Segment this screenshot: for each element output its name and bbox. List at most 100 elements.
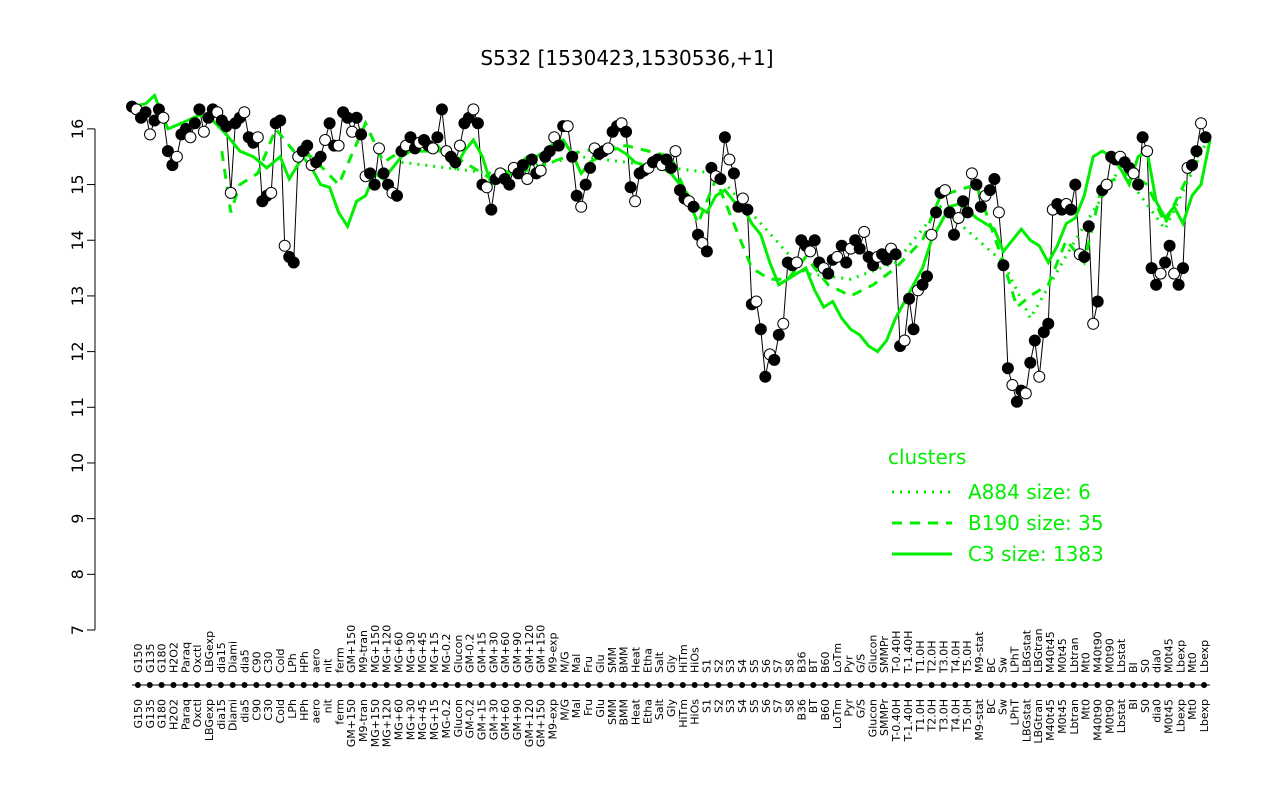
x-tick-label: C30 — [262, 699, 275, 721]
x-tick-label-upper: HiOs — [689, 647, 702, 673]
x-tick-dot — [525, 682, 532, 688]
data-point — [391, 189, 403, 202]
x-tick-label-upper: H2O2 — [167, 642, 180, 673]
data-point — [355, 128, 368, 141]
data-point — [768, 353, 781, 366]
x-tick-dot — [561, 682, 568, 688]
x-tick-label: LoTm — [831, 699, 844, 729]
x-tick-label: HPh — [298, 699, 311, 721]
x-tick-label: Lbstat — [1115, 698, 1128, 733]
x-tick-dot — [857, 682, 864, 688]
x-tick-label: Lbtran — [1068, 699, 1081, 735]
x-tick-label: MG+60 — [393, 699, 406, 740]
x-tick-label: LBGexp — [203, 699, 216, 741]
x-tick-dot — [1177, 682, 1184, 688]
x-tick-label-upper: Salt — [653, 651, 666, 673]
x-tick-dot — [241, 682, 248, 688]
x-tick-label-upper: G135 — [144, 643, 157, 673]
x-tick-label-upper: LBGtran — [1032, 628, 1045, 673]
data-point — [480, 181, 493, 194]
data-point — [1069, 178, 1082, 191]
x-tick-dot — [940, 682, 947, 688]
data-point — [907, 323, 920, 336]
x-tick-label: Etha — [641, 699, 654, 724]
x-tick-dot — [750, 682, 757, 688]
x-tick-label-upper: T3.0H — [937, 641, 950, 674]
x-tick-label-upper: Sw — [997, 657, 1010, 673]
data-point — [736, 192, 749, 205]
data-point — [629, 195, 642, 208]
x-tick-dot — [987, 682, 994, 688]
x-tick-dot — [869, 682, 876, 688]
x-tick-label-upper: MG-0.2 — [440, 634, 453, 673]
x-tick-label-upper: HiTm — [677, 644, 690, 673]
x-tick-label-upper: G/S — [855, 654, 868, 673]
data-point — [1177, 262, 1189, 275]
data-point — [431, 131, 444, 144]
x-tick-label-upper: M0t45 — [1056, 638, 1069, 673]
x-tick-label: GM+60 — [499, 699, 512, 740]
x-tick-label: T5.0H — [961, 699, 974, 732]
data-point — [665, 161, 677, 174]
data-point — [840, 256, 853, 269]
x-tick-dot — [383, 682, 390, 688]
x-tick-label: S4 — [736, 699, 749, 713]
x-tick-label: M9-exp — [547, 699, 560, 740]
x-tick-dot — [786, 682, 793, 688]
data-point — [251, 131, 264, 144]
y-tick-label: 11 — [68, 397, 87, 417]
legend-title: clusters — [888, 445, 966, 469]
x-tick-label-upper: S5 — [748, 659, 761, 673]
x-tick-label-upper: M9-exp — [547, 632, 560, 673]
x-tick-label: MG-0.2 — [440, 699, 453, 738]
x-tick-dot — [407, 682, 414, 688]
x-tick-label: T2.0H — [926, 699, 939, 732]
legend-label: B190 size: 35 — [968, 511, 1104, 535]
x-tick-dot — [336, 682, 343, 688]
x-tick-label-upper: M/G — [558, 651, 571, 673]
data-point — [265, 186, 278, 199]
x-tick-dot — [810, 682, 817, 688]
x-tick-dot — [632, 682, 639, 688]
x-tick-dot — [608, 682, 615, 688]
data-point — [471, 117, 484, 130]
x-tick-label: Mt0 — [1080, 699, 1093, 720]
x-tick-label: C90 — [250, 699, 263, 721]
legend: clusters A884 size: 6 B190 size: 35 C3 siz… — [888, 445, 1104, 566]
y-tick-label: 8 — [68, 569, 87, 579]
data-point — [144, 128, 156, 141]
y-tick-label: 7 — [68, 625, 87, 635]
data-point — [197, 125, 210, 138]
x-tick-label-upper: LPh — [286, 653, 299, 673]
x-tick-label-upper: Mal — [570, 654, 583, 673]
data-point — [1199, 131, 1212, 144]
points-layer — [126, 100, 1212, 408]
data-point — [170, 150, 183, 163]
x-tick-label: dia15 — [215, 699, 228, 730]
data-point — [750, 295, 763, 308]
data-point — [449, 156, 462, 169]
x-tick-dot — [360, 682, 366, 688]
x-tick-dot — [1201, 682, 1208, 688]
x-tick-label-upper: S6 — [760, 659, 773, 673]
x-tick-label-upper: Lbexp — [1198, 640, 1211, 673]
x-tick-label-upper: SMMPr — [878, 636, 891, 673]
x-tick-label-upper: SMM — [606, 647, 619, 673]
x-tick-label: GM+150 — [535, 699, 548, 747]
y-tick-label: 9 — [68, 514, 87, 524]
x-tick-dot — [466, 682, 473, 688]
x-tick-label: dia5 — [239, 699, 252, 723]
data-point — [543, 145, 556, 158]
x-tick-label: Sw — [997, 699, 1010, 715]
data-point — [790, 256, 803, 269]
data-point — [1132, 178, 1145, 191]
data-point — [188, 117, 201, 130]
data-point — [323, 117, 336, 130]
x-tick-dot — [656, 682, 663, 688]
y-tick-label: 12 — [68, 341, 87, 361]
data-point — [804, 245, 817, 258]
x-tick-label: GM+150 — [345, 699, 358, 747]
x-tick-label: G/S — [855, 699, 868, 718]
x-tick-dot — [442, 682, 449, 688]
data-point — [687, 200, 700, 213]
